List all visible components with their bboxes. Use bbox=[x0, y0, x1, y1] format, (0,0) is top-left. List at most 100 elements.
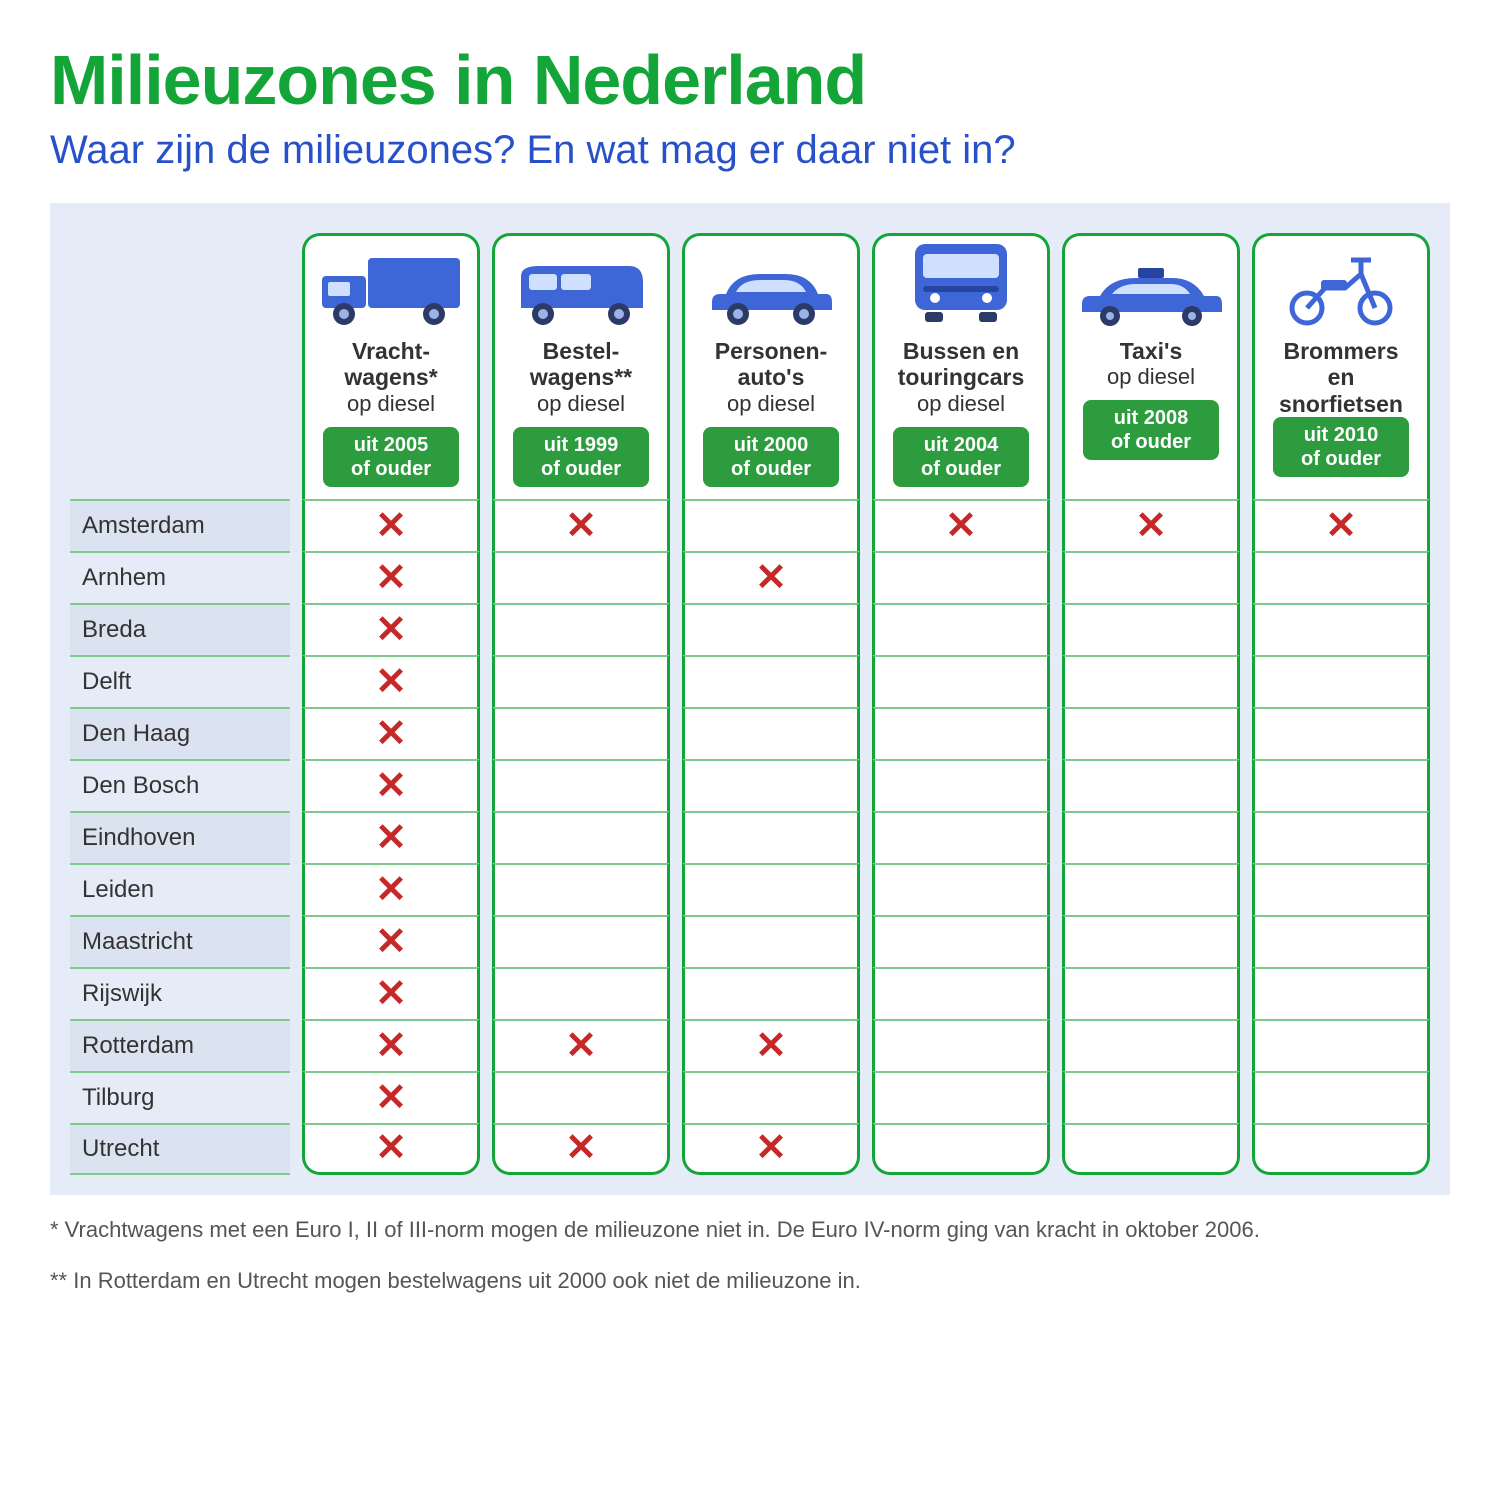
x-mark-icon: ✕ bbox=[375, 507, 407, 545]
city-label: Leiden bbox=[70, 863, 290, 915]
footnote-2: ** In Rotterdam en Utrecht mogen bestelw… bbox=[50, 1264, 1450, 1297]
truck-icon bbox=[315, 250, 467, 328]
table-cell bbox=[1252, 811, 1430, 863]
milieuzone-table: Vracht- wagens* op diesel uit 2005 of oude… bbox=[50, 203, 1450, 1195]
table-cell: ✕ bbox=[302, 811, 480, 863]
table-cell bbox=[872, 1071, 1050, 1123]
table-cell bbox=[492, 655, 670, 707]
x-mark-icon: ✕ bbox=[1135, 507, 1167, 545]
column-header-bussen: Bussen en touringcarsop dieseluit 2004 o… bbox=[872, 233, 1050, 499]
x-mark-icon: ✕ bbox=[565, 1027, 597, 1065]
x-mark-icon: ✕ bbox=[375, 767, 407, 805]
year-badge: uit 2004 of ouder bbox=[893, 427, 1030, 487]
table-cell bbox=[1252, 1123, 1430, 1175]
table-cell bbox=[492, 759, 670, 811]
table-cell bbox=[1062, 1071, 1240, 1123]
table-cell bbox=[682, 863, 860, 915]
table-cell bbox=[1252, 1071, 1430, 1123]
table-cell: ✕ bbox=[682, 1123, 860, 1175]
city-label: Breda bbox=[70, 603, 290, 655]
table-cell bbox=[872, 1123, 1050, 1175]
city-label: Den Bosch bbox=[70, 759, 290, 811]
table-cell bbox=[492, 551, 670, 603]
x-mark-icon: ✕ bbox=[1325, 507, 1357, 545]
x-mark-icon: ✕ bbox=[375, 975, 407, 1013]
column-label: Bussen en touringcars bbox=[898, 338, 1025, 391]
column-label: Bestel- wagens** bbox=[530, 338, 632, 391]
table-cell bbox=[1062, 759, 1240, 811]
table-cell bbox=[872, 915, 1050, 967]
table-cell bbox=[682, 1071, 860, 1123]
city-label: Maastricht bbox=[70, 915, 290, 967]
year-badge: uit 2010 of ouder bbox=[1273, 417, 1410, 477]
table-cell: ✕ bbox=[1252, 499, 1430, 551]
table-cell bbox=[1062, 603, 1240, 655]
table-cell bbox=[682, 811, 860, 863]
x-mark-icon: ✕ bbox=[945, 507, 977, 545]
table-cell bbox=[492, 915, 670, 967]
footnote-1: * Vrachtwagens met een Euro I, II of III… bbox=[50, 1213, 1450, 1246]
year-badge: uit 1999 of ouder bbox=[513, 427, 650, 487]
table-cell: ✕ bbox=[682, 551, 860, 603]
table-cell: ✕ bbox=[1062, 499, 1240, 551]
city-label: Utrecht bbox=[70, 1123, 290, 1175]
page-title: Milieuzones in Nederland bbox=[50, 40, 1450, 120]
column-header-taxi: Taxi'sop dieseluit 2008 of ouder bbox=[1062, 233, 1240, 499]
table-cell bbox=[1062, 1123, 1240, 1175]
table-cell: ✕ bbox=[302, 499, 480, 551]
table-cell: ✕ bbox=[492, 499, 670, 551]
table-cell bbox=[492, 967, 670, 1019]
table-cell bbox=[872, 603, 1050, 655]
table-cell bbox=[1062, 967, 1240, 1019]
table-cell bbox=[682, 915, 860, 967]
x-mark-icon: ✕ bbox=[375, 611, 407, 649]
x-mark-icon: ✕ bbox=[375, 1027, 407, 1065]
table-cell bbox=[872, 759, 1050, 811]
table-cell bbox=[872, 707, 1050, 759]
city-label: Delft bbox=[70, 655, 290, 707]
x-mark-icon: ✕ bbox=[375, 715, 407, 753]
x-mark-icon: ✕ bbox=[375, 923, 407, 961]
table-cell: ✕ bbox=[492, 1019, 670, 1071]
table-cell bbox=[1062, 915, 1240, 967]
column-label: Vracht- wagens* bbox=[344, 338, 437, 391]
column-header-personen: Personen- auto'sop dieseluit 2000 of oud… bbox=[682, 233, 860, 499]
city-label: Amsterdam bbox=[70, 499, 290, 551]
table-cell bbox=[492, 811, 670, 863]
year-badge: uit 2005 of ouder bbox=[323, 427, 460, 487]
table-cell: ✕ bbox=[492, 1123, 670, 1175]
city-label: Rijswijk bbox=[70, 967, 290, 1019]
column-sublabel: op diesel bbox=[1107, 364, 1195, 390]
city-label: Rotterdam bbox=[70, 1019, 290, 1071]
table-cell bbox=[492, 1071, 670, 1123]
table-cell: ✕ bbox=[302, 551, 480, 603]
table-cell bbox=[1252, 603, 1430, 655]
x-mark-icon: ✕ bbox=[375, 663, 407, 701]
column-header-vracht: Vracht- wagens*op dieseluit 2005 of oude… bbox=[302, 233, 480, 499]
city-label: Den Haag bbox=[70, 707, 290, 759]
header-corner bbox=[70, 233, 290, 499]
table-cell bbox=[1252, 967, 1430, 1019]
x-mark-icon: ✕ bbox=[375, 1129, 407, 1167]
page-subtitle: Waar zijn de milieuzones? En wat mag er … bbox=[50, 128, 1450, 173]
table-cell bbox=[682, 655, 860, 707]
table-cell: ✕ bbox=[302, 863, 480, 915]
column-sublabel: op diesel bbox=[537, 391, 625, 417]
table-cell bbox=[1062, 811, 1240, 863]
column-label: Brommers en snorfietsen bbox=[1279, 338, 1403, 417]
table-cell bbox=[1062, 707, 1240, 759]
table-cell bbox=[872, 863, 1050, 915]
table-cell: ✕ bbox=[302, 1019, 480, 1071]
table-cell bbox=[682, 603, 860, 655]
table-cell bbox=[872, 655, 1050, 707]
table-cell bbox=[682, 967, 860, 1019]
table-cell bbox=[1062, 1019, 1240, 1071]
x-mark-icon: ✕ bbox=[755, 1129, 787, 1167]
x-mark-icon: ✕ bbox=[565, 1129, 597, 1167]
table-cell bbox=[1062, 655, 1240, 707]
column-label: Personen- auto's bbox=[715, 338, 827, 391]
table-cell: ✕ bbox=[302, 759, 480, 811]
x-mark-icon: ✕ bbox=[375, 871, 407, 909]
van-icon bbox=[505, 250, 657, 328]
x-mark-icon: ✕ bbox=[565, 507, 597, 545]
